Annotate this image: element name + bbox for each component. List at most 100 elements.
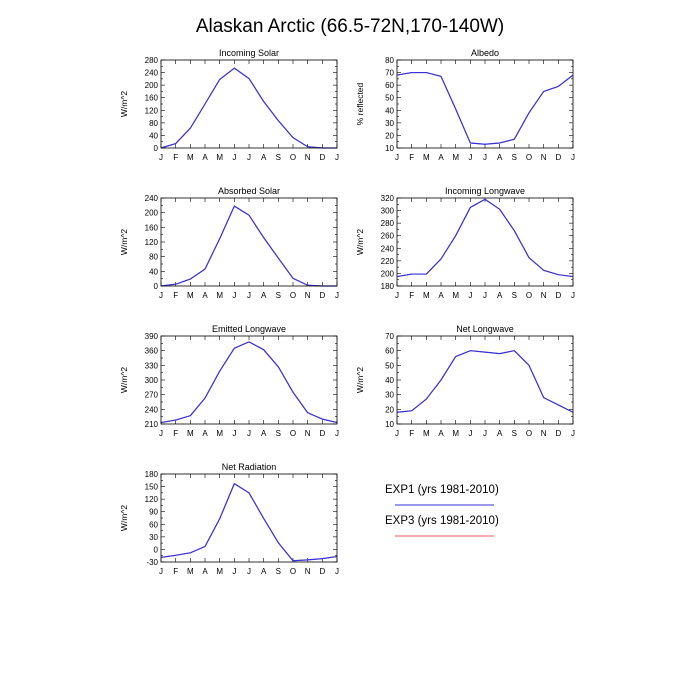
x-tick-label: O: [290, 429, 296, 438]
y-tick-label: 10: [385, 144, 394, 153]
x-tick-label: J: [468, 429, 472, 438]
panel-title: Net Longwave: [456, 324, 514, 334]
y-tick-label: 40: [385, 376, 394, 385]
x-tick-label: O: [526, 291, 532, 300]
figure-title: Alaskan Arctic (66.5-72N,170-140W): [196, 16, 504, 37]
y-tick-label: 70: [385, 332, 394, 341]
series-line-exp3: [160, 67, 337, 149]
x-tick-label: J: [483, 291, 487, 300]
x-tick-label: M: [187, 291, 194, 300]
y-tick-label: 210: [145, 420, 159, 429]
x-tick-label: N: [305, 429, 311, 438]
y-tick-label: 30: [385, 119, 394, 128]
x-tick-label: S: [512, 429, 517, 438]
x-tick-label: J: [571, 153, 575, 162]
y-tick-label: 280: [381, 219, 395, 228]
y-tick-label: 120: [145, 495, 159, 504]
x-tick-label: F: [173, 567, 178, 576]
plot-frame: [396, 59, 574, 149]
x-tick-label: A: [202, 429, 208, 438]
y-tick-label: 40: [385, 106, 394, 115]
y-tick-label: 20: [385, 405, 394, 414]
series-line-exp1: [160, 483, 338, 562]
x-tick-label: J: [483, 429, 487, 438]
x-tick-label: J: [571, 291, 575, 300]
x-tick-label: D: [555, 153, 561, 162]
x-tick-label: A: [261, 153, 267, 162]
x-tick-label: N: [305, 291, 311, 300]
x-tick-label: N: [541, 291, 547, 300]
y-tick-label: 360: [145, 347, 159, 356]
x-tick-label: J: [335, 153, 339, 162]
series-line-exp3: [396, 72, 574, 145]
y-tick-label: 200: [145, 209, 159, 218]
x-tick-label: F: [173, 153, 178, 162]
x-tick-label: M: [187, 429, 194, 438]
x-tick-label: M: [216, 567, 223, 576]
panel-title: Incoming Solar: [219, 48, 279, 58]
y-axis-label: W/m^2: [119, 91, 129, 117]
y-tick-label: 390: [145, 332, 159, 341]
x-tick-label: M: [187, 567, 194, 576]
y-tick-label: 240: [381, 244, 395, 253]
x-tick-label: M: [187, 153, 194, 162]
x-tick-label: J: [395, 153, 399, 162]
y-tick-label: 50: [385, 94, 394, 103]
x-tick-label: N: [305, 153, 311, 162]
series-line-exp1: [160, 205, 337, 287]
y-tick-label: 240: [145, 405, 159, 414]
x-tick-label: J: [483, 153, 487, 162]
x-tick-label: M: [216, 291, 223, 300]
y-tick-label: 60: [385, 347, 394, 356]
series-line-exp3: [160, 341, 338, 424]
series-line-exp1: [160, 67, 337, 149]
y-tick-label: 120: [145, 238, 159, 247]
y-tick-label: 180: [381, 282, 395, 291]
y-tick-label: 20: [385, 131, 394, 140]
x-tick-label: M: [423, 429, 430, 438]
legend: EXP1 (yrs 1981-2010) EXP3 (yrs 1981-2010…: [385, 484, 499, 537]
x-tick-label: F: [173, 429, 178, 438]
x-tick-label: J: [468, 153, 472, 162]
y-tick-label: 300: [145, 376, 159, 385]
x-tick-label: A: [202, 291, 208, 300]
x-tick-label: J: [395, 291, 399, 300]
y-tick-label: 320: [381, 194, 395, 203]
panel-title: Absorbed Solar: [218, 186, 280, 196]
y-tick-label: 30: [385, 391, 394, 400]
y-tick-label: 300: [381, 207, 395, 216]
y-axis-label: W/m^2: [119, 505, 129, 531]
x-tick-label: A: [497, 153, 503, 162]
plot-frame: [160, 59, 338, 149]
x-tick-label: J: [395, 429, 399, 438]
x-tick-label: M: [452, 153, 459, 162]
x-tick-label: J: [335, 429, 339, 438]
x-tick-label: A: [438, 153, 444, 162]
y-axis-label: W/m^2: [355, 367, 365, 393]
x-tick-label: F: [409, 153, 414, 162]
y-tick-label: 330: [145, 361, 159, 370]
y-tick-label: 150: [145, 483, 159, 492]
series-line-exp1: [396, 71, 574, 145]
x-tick-label: A: [438, 291, 444, 300]
x-tick-label: A: [261, 291, 267, 300]
y-tick-label: -30: [146, 558, 158, 567]
y-tick-label: 160: [145, 94, 159, 103]
x-tick-label: O: [290, 567, 296, 576]
x-tick-label: J: [159, 153, 163, 162]
x-tick-label: A: [438, 429, 444, 438]
y-tick-label: 160: [145, 223, 159, 232]
x-tick-label: J: [571, 429, 575, 438]
y-tick-label: 0: [154, 144, 159, 153]
y-tick-label: 180: [145, 470, 159, 479]
panel-title: Emitted Longwave: [212, 324, 286, 334]
legend-label-exp1: EXP1 (yrs 1981-2010): [385, 484, 499, 496]
x-tick-label: N: [541, 153, 547, 162]
x-tick-label: A: [202, 153, 208, 162]
series-line-exp1: [396, 198, 574, 278]
x-tick-label: M: [423, 153, 430, 162]
